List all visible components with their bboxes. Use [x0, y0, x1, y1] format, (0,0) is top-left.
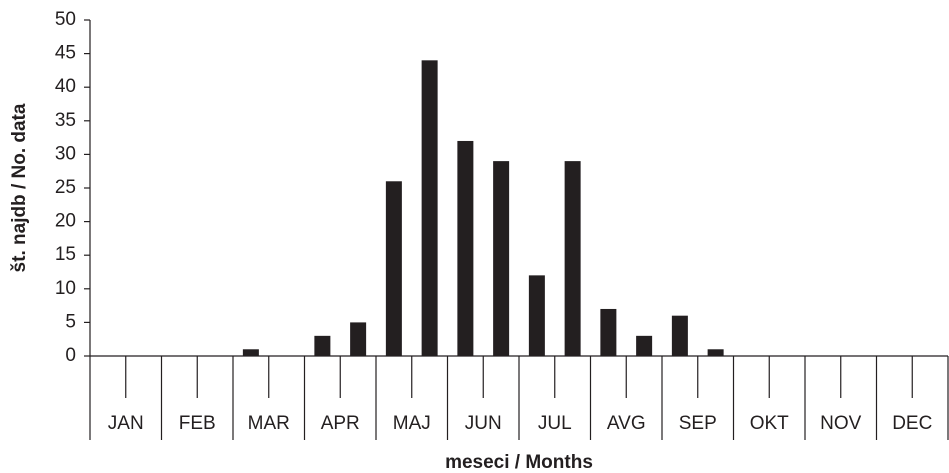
y-tick-label: 35: [55, 110, 76, 131]
y-tick-label: 10: [55, 278, 76, 299]
bar: [564, 161, 581, 356]
bar: [636, 335, 653, 356]
y-axis-title: št. najdb / No. data: [9, 103, 30, 272]
x-tick-label: APR: [321, 413, 360, 434]
x-tick-label: JAN: [108, 413, 144, 434]
y-tick-label: 15: [55, 244, 76, 265]
bar: [421, 60, 438, 356]
y-tick-label: 20: [55, 211, 76, 232]
bar: [493, 161, 510, 356]
x-tick-label: DEC: [892, 413, 932, 434]
x-tick-label: OKT: [750, 413, 789, 434]
bar: [350, 322, 367, 356]
x-tick-label: JUN: [465, 413, 502, 434]
bar: [385, 181, 402, 356]
y-tick-label: 5: [65, 311, 76, 332]
bar: [242, 349, 259, 356]
y-tick-label: 40: [55, 76, 76, 97]
x-tick-label: JUL: [538, 413, 572, 434]
x-tick-label: FEB: [179, 413, 216, 434]
x-tick-label: SEP: [679, 413, 717, 434]
bar: [600, 308, 617, 356]
x-tick-label: MAR: [248, 413, 290, 434]
y-tick-label: 0: [65, 345, 76, 366]
bar: [671, 315, 688, 356]
x-tick-label: AVG: [607, 413, 646, 434]
bar: [314, 335, 331, 356]
y-tick-label: 50: [55, 9, 76, 30]
x-tick-label: MAJ: [393, 413, 431, 434]
y-tick-label: 25: [55, 177, 76, 198]
x-tick-label: NOV: [820, 413, 862, 434]
x-axis-title: meseci / Months: [445, 452, 593, 473]
y-tick-label: 45: [55, 43, 76, 64]
bar: [457, 140, 474, 356]
bar: [528, 275, 545, 356]
bar: [707, 349, 724, 356]
y-tick-label: 30: [55, 143, 76, 164]
